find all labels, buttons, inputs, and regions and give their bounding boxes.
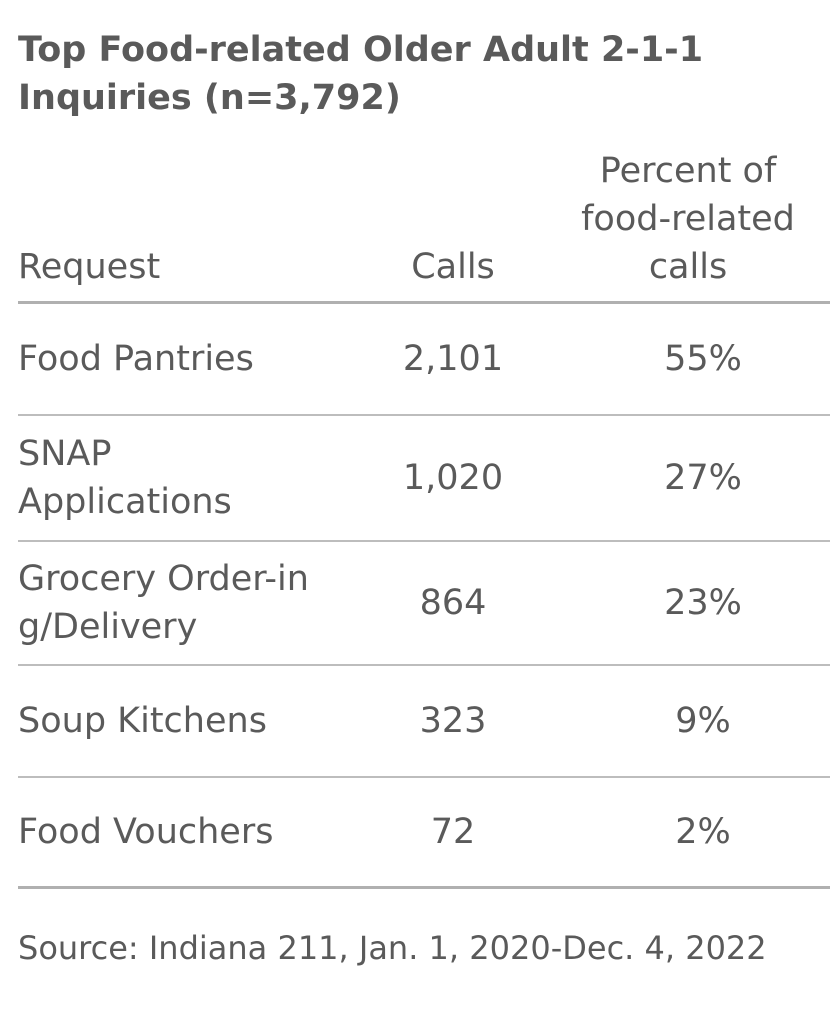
cell-request: Grocery Order-ing/Delivery xyxy=(18,559,309,647)
column-header-percent: Percent of food-related calls xyxy=(581,151,795,287)
header-rule xyxy=(18,301,830,304)
cell-calls: 323 xyxy=(419,701,487,741)
table-row: Grocery Order-ing/Delivery 864 23% xyxy=(18,542,830,664)
table-bottom-rule xyxy=(18,886,830,889)
cell-request: SNAP Applications xyxy=(18,434,232,522)
cell-request: Food Pantries xyxy=(18,339,254,379)
row-divider xyxy=(18,664,830,666)
cell-percent: 27% xyxy=(664,458,742,498)
cell-percent: 23% xyxy=(664,583,742,623)
cell-calls: 2,101 xyxy=(402,339,504,379)
column-header-calls: Calls xyxy=(411,247,495,287)
cell-request: Soup Kitchens xyxy=(18,701,267,741)
row-divider xyxy=(18,776,830,778)
table-row: Soup Kitchens 323 9% xyxy=(18,666,830,776)
column-header-request: Request xyxy=(18,247,161,287)
source-note: Source: Indiana 211, Jan. 1, 2020-Dec. 4… xyxy=(18,929,767,967)
row-divider xyxy=(18,540,830,542)
table-row: Food Vouchers 72 2% xyxy=(18,778,830,886)
cell-percent: 9% xyxy=(675,701,731,741)
table-row: Food Pantries 2,101 55% xyxy=(18,304,830,414)
table-row: SNAP Applications 1,020 27% xyxy=(18,416,830,540)
cell-calls: 72 xyxy=(430,812,476,852)
cell-calls: 864 xyxy=(419,583,487,623)
table-title: Top Food-related Older Adult 2-1-1 Inqui… xyxy=(18,30,704,118)
cell-calls: 1,020 xyxy=(402,458,504,498)
cell-percent: 55% xyxy=(664,339,742,379)
table-header: Request Calls Percent of food-related ca… xyxy=(18,150,830,295)
row-divider xyxy=(18,414,830,416)
cell-percent: 2% xyxy=(675,812,731,852)
cell-request: Food Vouchers xyxy=(18,812,274,852)
